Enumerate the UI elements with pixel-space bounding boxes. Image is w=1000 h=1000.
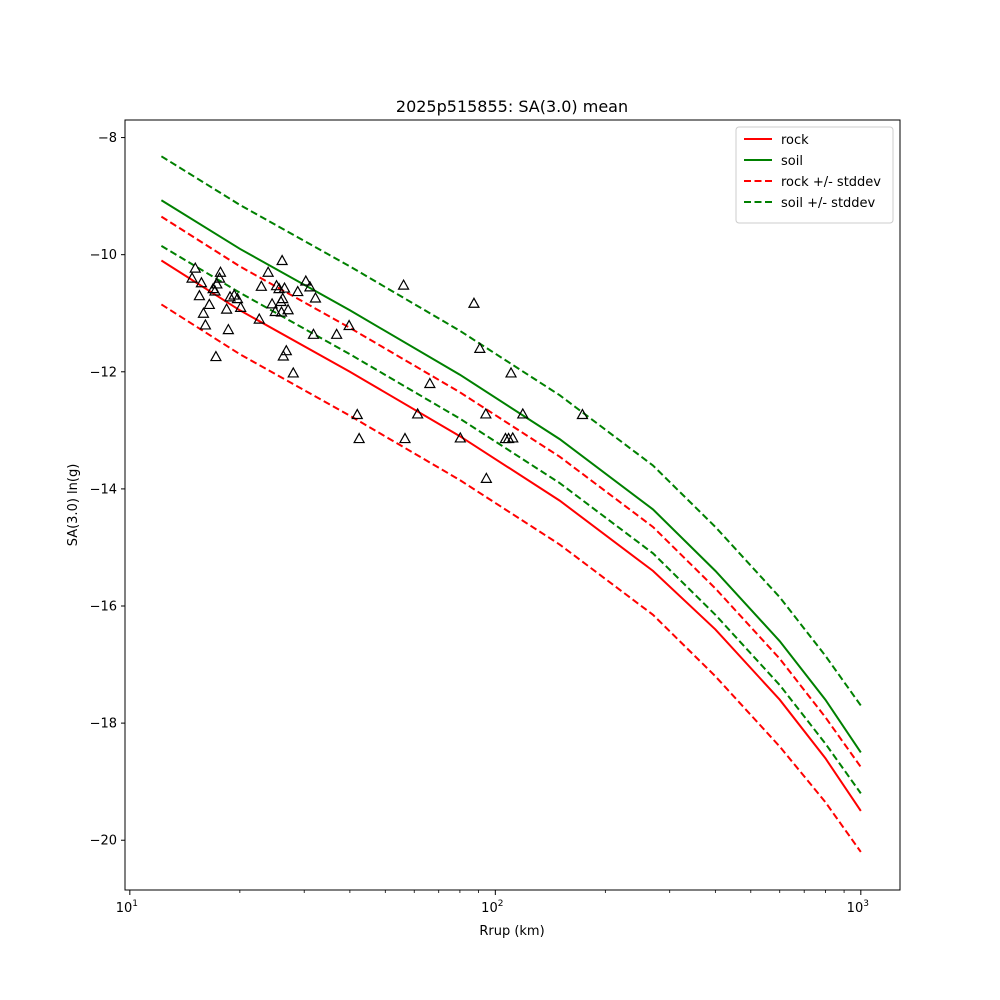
- data-point: [479, 407, 492, 419]
- y-tick-label: −12: [90, 365, 117, 380]
- data-point: [234, 301, 247, 312]
- data-point: [270, 279, 283, 291]
- data-points: [186, 254, 589, 483]
- series-line-0: [160, 259, 862, 812]
- data-point: [189, 261, 202, 273]
- y-axis-label: SA(3.0) ln(g): [66, 464, 81, 547]
- data-point: [203, 298, 216, 310]
- series-lines: [160, 155, 862, 853]
- data-point: [351, 408, 364, 420]
- data-point: [280, 344, 293, 356]
- y-tick-label: −18: [90, 717, 117, 732]
- legend-label: soil: [781, 154, 803, 169]
- chart-title: 2025p515855: SA(3.0) mean: [396, 97, 628, 116]
- data-point: [291, 285, 304, 297]
- data-point: [397, 278, 410, 290]
- data-point: [516, 407, 529, 419]
- data-point: [266, 297, 279, 309]
- data-point: [299, 274, 312, 286]
- series-line-3: [160, 303, 862, 853]
- data-point: [262, 266, 275, 277]
- data-point: [307, 328, 320, 339]
- data-point: [505, 366, 518, 378]
- data-point: [276, 254, 289, 266]
- data-point: [186, 271, 199, 283]
- legend: rock soil rock +/- stddev soil +/- stddev: [735, 126, 894, 224]
- data-point: [423, 377, 436, 389]
- data-point: [209, 350, 222, 362]
- data-point: [224, 290, 237, 302]
- data-point: [454, 431, 467, 443]
- y-tick-label: −20: [90, 834, 117, 849]
- legend-label: rock +/- stddev: [781, 175, 881, 190]
- data-point: [197, 306, 210, 318]
- legend-frame: [735, 126, 894, 224]
- legend-label: rock: [781, 133, 809, 148]
- data-point: [255, 280, 268, 291]
- data-point: [208, 284, 222, 296]
- data-point: [231, 292, 244, 304]
- data-point: [353, 432, 366, 444]
- data-point: [214, 266, 227, 277]
- data-point: [282, 303, 295, 315]
- data-point: [199, 318, 212, 330]
- data-point: [269, 305, 282, 317]
- data-point: [195, 276, 208, 288]
- data-point: [277, 349, 290, 361]
- data-point: [222, 323, 235, 335]
- data-point: [276, 292, 289, 304]
- data-point: [576, 408, 589, 420]
- data-point: [287, 366, 300, 378]
- x-axis-label: Rrup (km): [479, 924, 544, 939]
- y-axis: −20 −18 −16 −14 −12 −10 −8: [90, 131, 125, 849]
- data-point: [309, 291, 322, 303]
- y-tick-label: −8: [98, 131, 117, 146]
- series-line-5: [160, 245, 862, 794]
- y-tick-label: −16: [90, 600, 117, 615]
- data-point: [278, 281, 291, 293]
- data-point: [303, 280, 316, 292]
- data-point: [213, 271, 226, 283]
- series-line-2: [160, 215, 862, 768]
- y-tick-label: −10: [90, 248, 117, 263]
- data-point: [480, 472, 493, 483]
- data-point: [210, 277, 223, 289]
- data-point: [398, 432, 411, 444]
- data-point: [253, 312, 266, 324]
- data-point: [220, 302, 233, 314]
- data-point: [411, 407, 424, 419]
- data-point: [343, 319, 356, 331]
- series-line-1: [160, 199, 862, 753]
- data-point: [467, 297, 480, 308]
- data-point: [330, 328, 343, 339]
- legend-label: soil +/- stddev: [781, 196, 876, 211]
- y-tick-label: −14: [90, 482, 117, 497]
- data-point: [506, 431, 519, 443]
- data-point: [193, 289, 206, 301]
- plot-area-frame: [124, 119, 901, 891]
- data-point: [473, 342, 486, 353]
- series-line-4: [160, 155, 862, 707]
